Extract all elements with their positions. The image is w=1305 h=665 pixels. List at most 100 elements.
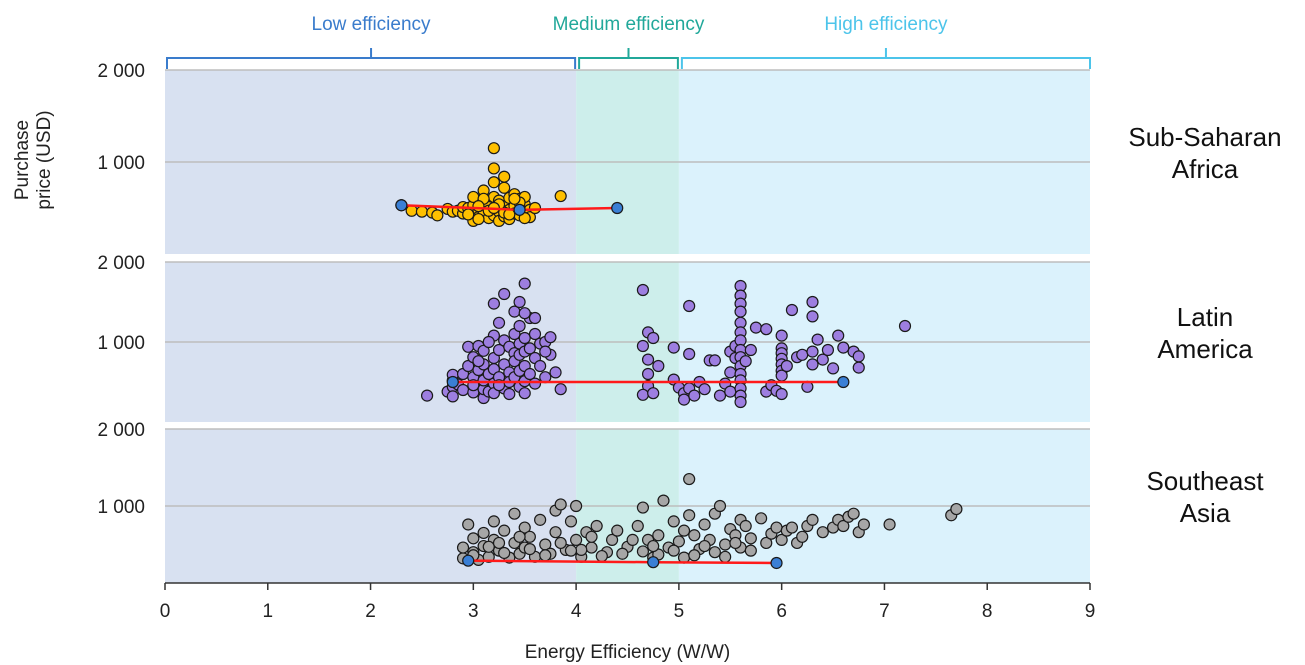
data-point [564, 544, 578, 557]
y-tick-label: 1 000 [97, 497, 145, 518]
x-tick-label: 9 [1085, 601, 1096, 622]
data-point [636, 283, 650, 297]
data-point [821, 343, 835, 357]
band-high [678, 70, 1090, 583]
y-tick-label: 1 000 [97, 153, 145, 174]
trend-endpoint [513, 203, 526, 216]
efficiency-brackets: Low efficiency Medium efficiency High effi… [166, 14, 1091, 69]
data-point [647, 539, 660, 553]
data-point [554, 536, 567, 550]
y-tick-label: 2 000 [97, 420, 145, 441]
region-label: Sub-Saharan [1128, 122, 1281, 152]
data-point [544, 331, 557, 344]
data-point [456, 383, 470, 397]
data-point [492, 316, 506, 329]
data-point [755, 512, 768, 525]
data-point [739, 355, 752, 368]
efficiency-bands [165, 70, 1090, 583]
data-point [857, 518, 870, 531]
data-point [492, 536, 506, 550]
data-point [482, 335, 495, 349]
data-point [652, 359, 665, 373]
data-point [462, 518, 475, 531]
data-point [518, 331, 531, 345]
data-point [513, 319, 526, 333]
panel-separator [165, 422, 1090, 429]
region-label: Latin [1177, 302, 1233, 332]
data-point [816, 526, 829, 539]
data-point [616, 547, 629, 560]
data-point [477, 344, 490, 357]
data-point [539, 345, 552, 358]
data-point [575, 543, 588, 556]
data-point [724, 366, 737, 379]
data-point [487, 162, 500, 175]
data-point [667, 515, 680, 528]
data-point [498, 524, 511, 537]
panel-sub-saharan-africa [395, 142, 624, 227]
data-point [611, 524, 624, 537]
data-point [688, 529, 701, 542]
data-point [729, 536, 742, 550]
y-tick-label: 2 000 [97, 61, 145, 82]
data-point [518, 387, 531, 400]
data-point [734, 395, 747, 409]
data-point [641, 367, 655, 381]
region-label: Southeast [1146, 466, 1264, 496]
data-point [487, 297, 500, 310]
data-point [749, 321, 763, 334]
data-point [677, 524, 691, 537]
data-point [657, 494, 670, 507]
data-point [672, 535, 685, 548]
data-point [683, 509, 696, 522]
trend-endpoint [647, 556, 660, 569]
data-point [739, 519, 752, 533]
band-label: Low efficiency [312, 14, 431, 35]
data-point [564, 515, 578, 528]
data-point [683, 347, 696, 361]
y-axis-title-line: Purchase [12, 120, 33, 200]
data-point [837, 519, 850, 533]
data-point [837, 341, 850, 354]
data-point [796, 348, 809, 361]
trend-endpoint [837, 375, 850, 389]
data-point [770, 521, 783, 534]
data-point [462, 359, 475, 373]
x-tick-label: 1 [262, 601, 273, 622]
panel-separator [165, 254, 1090, 262]
data-point [647, 331, 660, 345]
data-point [683, 299, 696, 313]
data-point [456, 541, 470, 554]
data-point [811, 333, 824, 346]
data-point [760, 536, 773, 550]
data-point [698, 539, 711, 553]
y-tick-label: 1 000 [97, 333, 145, 354]
data-point [636, 545, 650, 558]
x-tick-label: 4 [571, 601, 582, 622]
data-point [462, 208, 475, 221]
data-point [498, 181, 511, 194]
y-axis-title: Purchaseprice (USD) [12, 110, 55, 209]
data-point [487, 176, 500, 189]
data-point [898, 319, 912, 333]
trend-endpoint [395, 199, 408, 212]
data-point [713, 499, 727, 513]
region-label: Africa [1172, 154, 1239, 184]
data-point [826, 362, 840, 375]
data-point [744, 532, 757, 545]
data-point [950, 502, 963, 516]
data-point [518, 521, 531, 534]
x-tick-label: 6 [776, 601, 787, 622]
data-point [487, 142, 500, 155]
data-point [549, 366, 562, 379]
data-point [852, 350, 865, 363]
data-point [585, 530, 598, 543]
x-tick-label: 7 [879, 601, 890, 622]
data-point [472, 355, 485, 368]
data-point [498, 546, 511, 560]
data-point [775, 533, 788, 546]
data-point [780, 359, 793, 373]
band-bracket [578, 48, 679, 69]
